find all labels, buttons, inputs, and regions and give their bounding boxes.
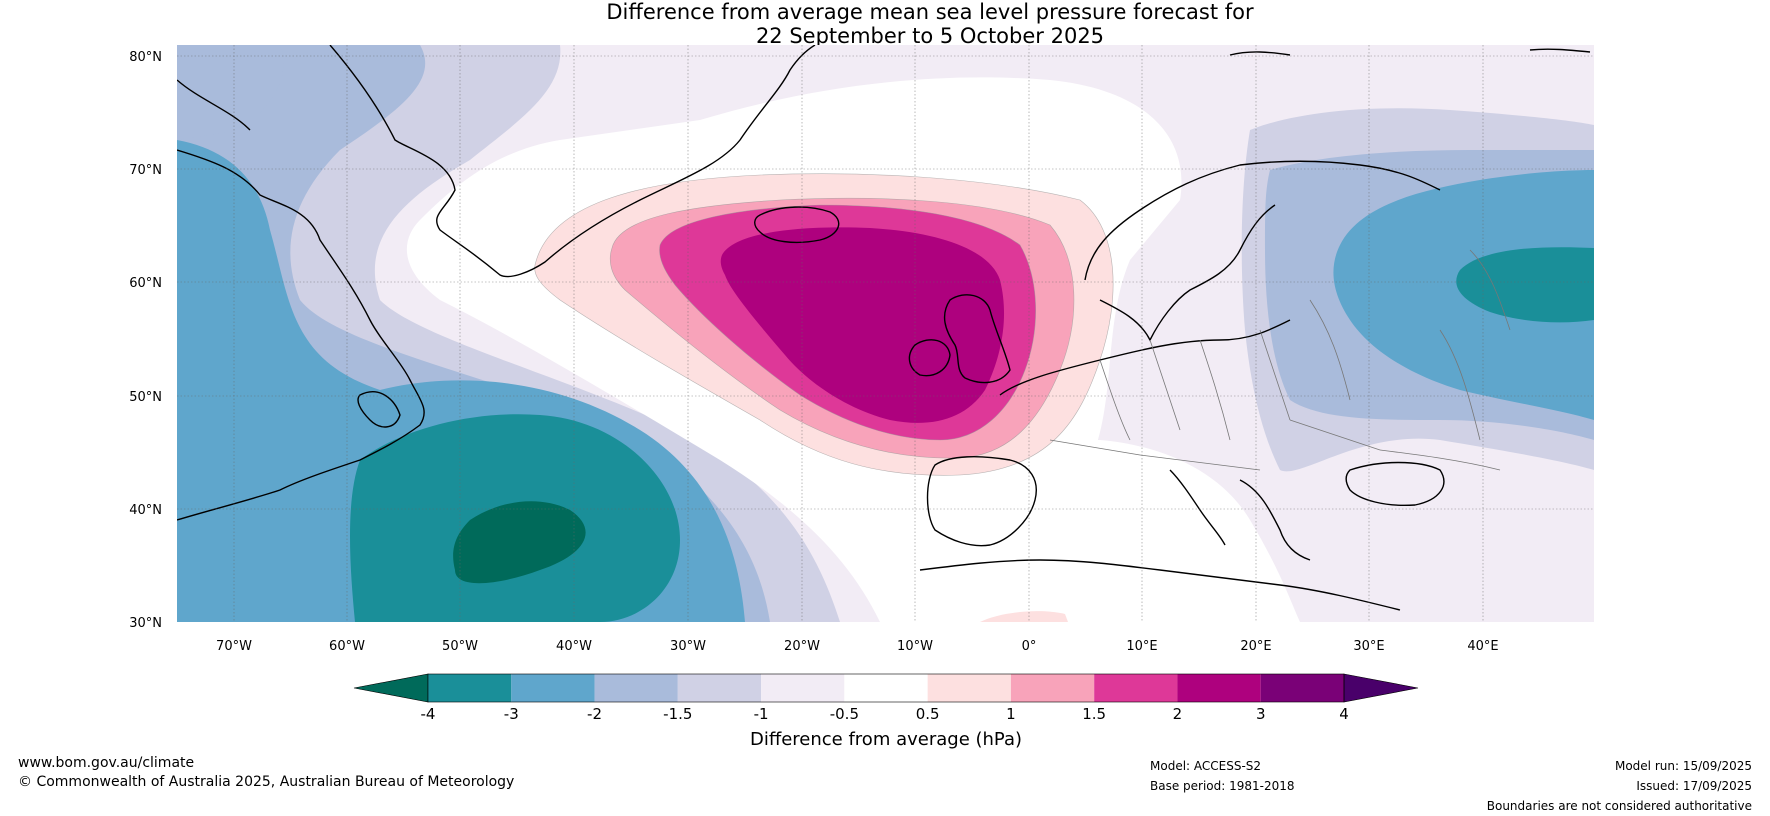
colorbar-segment [1177,674,1261,702]
colorbar-label: Difference from average (hPa) [750,729,1022,750]
colorbar-segment [927,674,1011,702]
coastlines [177,45,1591,611]
colorbar-segment [594,674,678,702]
title-line-1: Difference from average mean sea level p… [606,0,1254,24]
lon-label: 40°W [556,639,592,654]
colorbar-segment [677,674,762,702]
footer-model: Model: ACCESS-S2 [1150,759,1262,773]
longitude-labels: 70°W 60°W 50°W 40°W 30°W 20°W 10°W 0° 10… [216,639,1499,654]
footer-model-info: Model: ACCESS-S2 Base period: 1981-2018 [1150,756,1295,796]
lat-label: 60°N [129,276,162,291]
lon-label: 10°W [897,639,933,654]
lon-label: 40°E [1467,639,1498,654]
lon-label: 20°E [1240,639,1271,654]
lat-label: 30°N [129,616,162,631]
latitude-labels: 80°N 70°N 60°N 50°N 40°N 30°N [129,50,162,631]
footer-issued: Issued: 17/09/2025 [1636,779,1752,793]
colorbar-tick-label: -3 [504,705,519,723]
lat-label: 80°N [129,50,162,65]
title-line-2: 22 September to 5 October 2025 [755,24,1105,48]
colorbar-tick-label: -1 [754,705,769,723]
lon-label: 10°E [1126,639,1157,654]
colorbar-segment [1260,674,1344,702]
lon-label: 20°W [784,639,820,654]
colorbar-tick-label: -4 [421,705,436,723]
colorbar-tick-label: -2 [587,705,602,723]
anomaly-field [177,45,1594,622]
lon-label: 30°E [1353,639,1384,654]
colorbar-segment [428,674,512,702]
colorbar-segment [761,674,845,702]
colorbar-tick-label: 0.5 [916,705,940,723]
lon-label: 30°W [670,639,706,654]
colorbar-segment [844,674,928,702]
graticule [177,45,1594,622]
lon-label: 0° [1022,639,1037,654]
colorbar [353,673,1419,703]
footer-copyright: © Commonwealth of Australia 2025, Austra… [18,774,515,790]
footer-url: www.bom.gov.au/climate [18,755,195,771]
lon-label: 70°W [216,639,252,654]
colorbar-segment [1094,674,1178,702]
colorbar-border [427,673,1345,703]
colorbar-tick-label: -0.5 [830,705,859,723]
page-title: Difference from average mean sea level p… [0,0,1770,48]
colorbar-extend-min [353,673,429,703]
colorbar-tick-label: 1 [1006,705,1016,723]
footer-issue-info: Model run: 15/09/2025 Issued: 17/09/2025… [1487,756,1752,816]
lat-label: 50°N [129,390,162,405]
colorbar-segment [511,674,595,702]
lat-label: 70°N [129,163,162,178]
colorbar-tick-labels: -4 -3 -2 -1.5 -1 -0.5 0.5 1 1.5 2 3 4 [421,705,1349,723]
borders [1049,249,1511,471]
colorbar-tick-label: -1.5 [663,705,692,723]
colorbar-segment [1010,674,1095,702]
colorbar-tick-label: 4 [1339,705,1349,723]
colorbar-tick-label: 2 [1173,705,1183,723]
footer-base-period: Base period: 1981-2018 [1150,779,1295,793]
lon-label: 50°W [442,639,478,654]
lon-label: 60°W [329,639,365,654]
footer-model-run: Model run: 15/09/2025 [1614,759,1752,773]
colorbar-tick-label: 3 [1256,705,1266,723]
footer-credits: www.bom.gov.au/climate © Commonwealth of… [18,754,514,792]
lat-label: 40°N [129,503,162,518]
colorbar-extend-max [1343,673,1419,703]
colorbar-tick-label: 1.5 [1082,705,1106,723]
footer-disclaimer: Boundaries are not considered authoritat… [1486,799,1752,813]
